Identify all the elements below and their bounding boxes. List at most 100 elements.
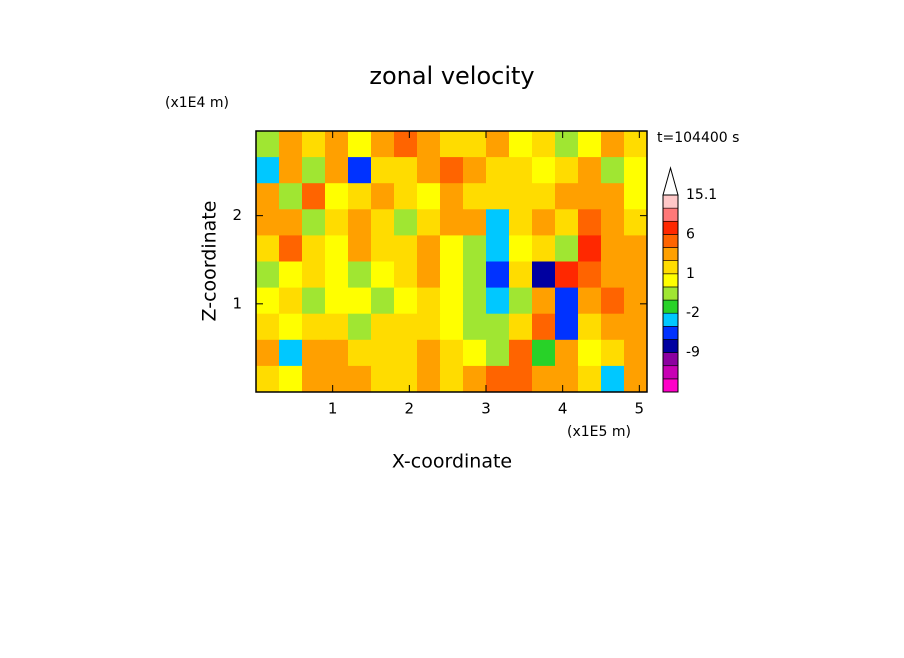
contour-cell [256, 287, 280, 315]
contour-cell [279, 339, 303, 367]
colorbar-tick-label: -2 [686, 305, 700, 321]
contour-cell [532, 313, 556, 341]
contour-cell [417, 157, 441, 184]
contour-cell [463, 209, 487, 236]
contour-cell [325, 313, 349, 341]
contour-cell [532, 339, 556, 367]
contour-cell [440, 339, 464, 367]
contour-cell [371, 339, 395, 367]
contour-cell [325, 183, 349, 210]
contour-cell [394, 339, 418, 367]
contour-cell [302, 131, 326, 158]
y-tick-label: 1 [232, 294, 242, 312]
contour-cell [509, 339, 533, 367]
colorbar-tick-label: -9 [686, 345, 700, 361]
contour-cell [394, 365, 418, 393]
contour-cell [256, 313, 280, 341]
contour-cell [256, 209, 280, 236]
colorbar-tick-label: 15.1 [686, 187, 717, 203]
contour-cell [440, 287, 464, 315]
colorbar-tick-label: 6 [686, 226, 695, 242]
contour-cell [417, 131, 441, 158]
contour-cell [555, 339, 579, 367]
contour-cell [601, 235, 625, 262]
contour-cell [302, 183, 326, 210]
contour-cell [302, 157, 326, 184]
colorbar-box [662, 299, 679, 314]
contour-cell [394, 183, 418, 210]
x-tick-label: 5 [635, 400, 645, 418]
contour-cell [486, 365, 510, 393]
contour-cell [279, 313, 303, 341]
contour-cell [601, 183, 625, 210]
contour-cell [279, 131, 303, 158]
contour-cell [624, 287, 648, 315]
contour-cell [463, 365, 487, 393]
contour-cell [578, 235, 602, 262]
contour-cell [371, 287, 395, 315]
colorbar-box [662, 220, 679, 235]
contour-cell [417, 209, 441, 236]
contour-cell [348, 235, 372, 262]
contour-cell [440, 313, 464, 341]
contour-cell [348, 287, 372, 315]
contour-cell [463, 235, 487, 262]
contour-cell [601, 131, 625, 158]
contour-cell [555, 287, 579, 315]
contour-cell [578, 313, 602, 341]
contour-cell [624, 183, 648, 210]
contour-cell [417, 365, 441, 393]
contour-cell [325, 261, 349, 289]
contour-cell [509, 131, 533, 158]
x-tick-label: 3 [481, 400, 491, 418]
contour-cell [348, 131, 372, 158]
contour-cell [325, 157, 349, 184]
contour-cell [279, 287, 303, 315]
contour-cell [555, 365, 579, 393]
contour-cell [348, 339, 372, 367]
contour-cell [532, 131, 556, 158]
colorbar-box [662, 352, 679, 367]
contour-cell [302, 261, 326, 289]
contour-cell [578, 261, 602, 289]
contour-cell [256, 261, 280, 289]
contour-cell [555, 157, 579, 184]
contour-cell [532, 261, 556, 289]
contour-cell [440, 235, 464, 262]
contour-cell [256, 131, 280, 158]
contour-cell [417, 235, 441, 262]
y-axis-label: Z-coordinate [199, 201, 221, 322]
contour-cell [279, 235, 303, 262]
x-tick-label: 2 [405, 400, 415, 418]
contour-cell [601, 209, 625, 236]
contour-cell [440, 209, 464, 236]
contour-cell [624, 261, 648, 289]
contour-cell [578, 209, 602, 236]
contour-cell [509, 157, 533, 184]
contour-cell [532, 235, 556, 262]
x-tick-label: 1 [328, 400, 338, 418]
contour-cell [486, 287, 510, 315]
contour-cell [394, 235, 418, 262]
x-tick-label: 4 [558, 400, 568, 418]
colorbar-box [662, 326, 679, 340]
contour-cell [279, 365, 303, 393]
contour-cell [302, 339, 326, 367]
contour-cell [325, 131, 349, 158]
contour-cell [302, 209, 326, 236]
contour-cell [256, 157, 280, 184]
contour-cell [279, 157, 303, 184]
contour-cell [279, 183, 303, 210]
contour-cell [371, 365, 395, 393]
contour-cell [601, 313, 625, 341]
contour-cell [509, 287, 533, 315]
contour-cell [624, 235, 648, 262]
contour-cell [601, 157, 625, 184]
colorbar-box [662, 247, 679, 261]
colorbar-extension [662, 166, 679, 196]
colorbar-tick-label: 1 [686, 266, 695, 282]
contour-cell [325, 235, 349, 262]
contour-cell [394, 313, 418, 341]
contour-cell [509, 183, 533, 210]
